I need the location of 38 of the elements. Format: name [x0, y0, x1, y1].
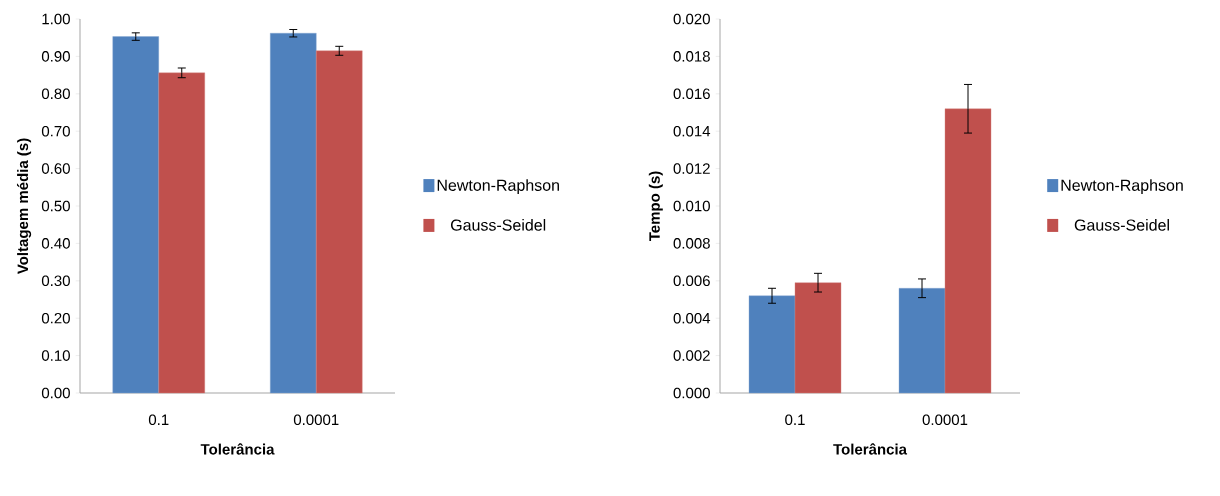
x-tick-label: 0.1 — [148, 414, 169, 426]
y-tick-label: 0.70 — [41, 125, 70, 137]
y-tick-label: 0.80 — [41, 88, 70, 100]
y-tick-label: 0.40 — [41, 238, 70, 249]
bar — [944, 108, 992, 394]
y-tick-label: 0.010 — [673, 200, 710, 212]
y-tick-label: 0.30 — [41, 275, 70, 287]
legend-label: Newton-Raphson — [1061, 179, 1183, 195]
y-tick-label: 0.016 — [673, 88, 710, 100]
x-tick-label: 0.1 — [785, 414, 805, 426]
y-axis-title: Tempo (s) — [648, 171, 663, 242]
legend-label: Gauss-Seidel — [450, 219, 546, 231]
x-axis-title: Tolerância — [833, 443, 908, 455]
x-axis-title: Tolerância — [200, 443, 275, 455]
bar — [898, 288, 946, 394]
bar — [748, 295, 796, 394]
y-tick-label: 0.008 — [673, 238, 710, 249]
y-tick-label: 0.00 — [41, 387, 70, 399]
y-tick-label: 0.018 — [673, 51, 710, 62]
legend-label: Newton-Raphson — [437, 179, 559, 195]
y-tick-label: 0.10 — [41, 350, 70, 361]
y-tick-label: 0.50 — [41, 200, 70, 212]
y-tick-label: 0.20 — [41, 312, 70, 324]
y-tick-label: 1.00 — [42, 13, 70, 25]
x-tick-label: 0.0001 — [293, 414, 339, 426]
y-axis-title: Voltagem média (s) — [16, 138, 32, 275]
y-tick-label: 0.002 — [673, 350, 710, 361]
y-tick-label: 0.90 — [41, 51, 70, 62]
legend-label: Gauss-Seidel — [1074, 219, 1169, 231]
y-tick-label: 0.012 — [673, 163, 710, 174]
y-tick-label: 0.004 — [673, 312, 711, 324]
x-tick-label: 0.0001 — [922, 414, 968, 426]
y-tick-label: 0.020 — [673, 13, 710, 25]
y-tick-label: 0.014 — [673, 125, 711, 137]
y-tick-label: 0.006 — [673, 275, 710, 287]
y-tick-label: 0.000 — [673, 387, 710, 399]
y-tick-label: 0.60 — [41, 163, 70, 174]
bar — [794, 282, 842, 394]
